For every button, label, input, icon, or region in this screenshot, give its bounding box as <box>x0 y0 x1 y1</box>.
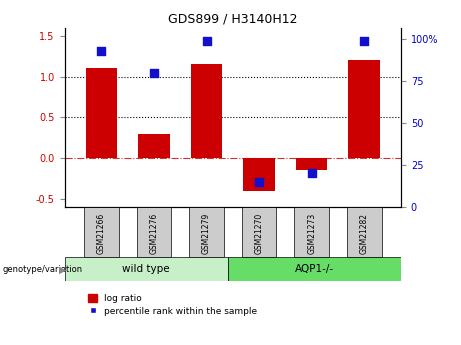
FancyBboxPatch shape <box>294 207 329 257</box>
FancyBboxPatch shape <box>189 207 224 257</box>
Text: GSM21270: GSM21270 <box>254 213 264 254</box>
Point <box>308 171 315 176</box>
Point <box>98 48 105 54</box>
Point <box>150 70 158 76</box>
Text: AQP1-/-: AQP1-/- <box>295 264 334 274</box>
FancyBboxPatch shape <box>228 257 401 281</box>
Bar <box>138 134 170 158</box>
Text: GSM21276: GSM21276 <box>149 213 159 254</box>
Title: GDS899 / H3140H12: GDS899 / H3140H12 <box>168 12 297 25</box>
FancyBboxPatch shape <box>65 257 228 281</box>
Text: wild type: wild type <box>122 264 170 274</box>
Bar <box>349 60 380 158</box>
Bar <box>243 158 275 191</box>
Bar <box>296 158 327 170</box>
Text: GSM21282: GSM21282 <box>360 213 369 254</box>
FancyBboxPatch shape <box>347 207 382 257</box>
Bar <box>191 64 222 158</box>
Text: genotype/variation: genotype/variation <box>2 265 83 274</box>
FancyBboxPatch shape <box>84 207 118 257</box>
Text: ▶: ▶ <box>59 265 66 275</box>
Point <box>203 38 210 44</box>
Bar <box>86 68 117 158</box>
Text: GSM21266: GSM21266 <box>97 213 106 254</box>
Legend: log ratio, percentile rank within the sample: log ratio, percentile rank within the sa… <box>88 294 258 316</box>
Point <box>255 179 263 185</box>
Text: GSM21273: GSM21273 <box>307 213 316 254</box>
Point <box>361 38 368 44</box>
FancyBboxPatch shape <box>136 207 171 257</box>
FancyBboxPatch shape <box>242 207 277 257</box>
Text: GSM21279: GSM21279 <box>202 213 211 254</box>
